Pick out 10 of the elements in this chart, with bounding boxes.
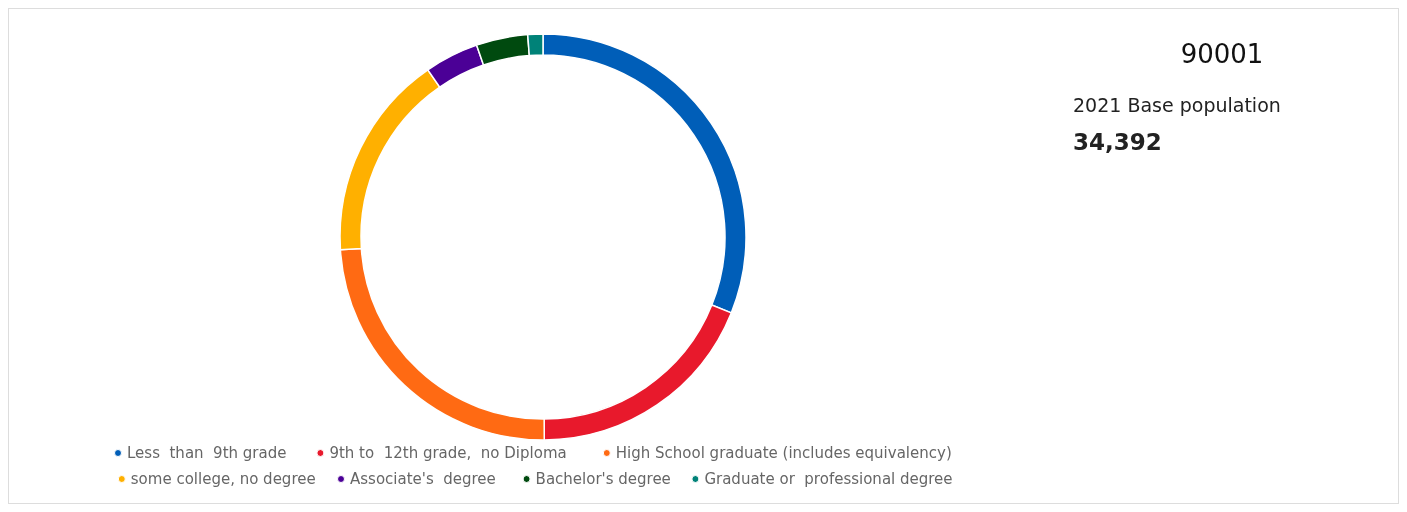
legend-label: High School graduate (includes equivalency) (615, 444, 952, 462)
legend-label: Bachelor's degree (535, 470, 671, 488)
text: 2021 Base population (1073, 94, 1281, 116)
text: 34,392 (1073, 129, 1162, 155)
legend-label: 9th to 12th grade, no Diploma (329, 444, 567, 462)
text: 90001 (1180, 39, 1264, 69)
legend-label: Graduate or professional degree (704, 470, 953, 488)
legend-label: Associate's degree (350, 470, 496, 488)
legend-label: some college, no degree (130, 470, 316, 488)
legend-label: Less than 9th grade (127, 444, 287, 462)
